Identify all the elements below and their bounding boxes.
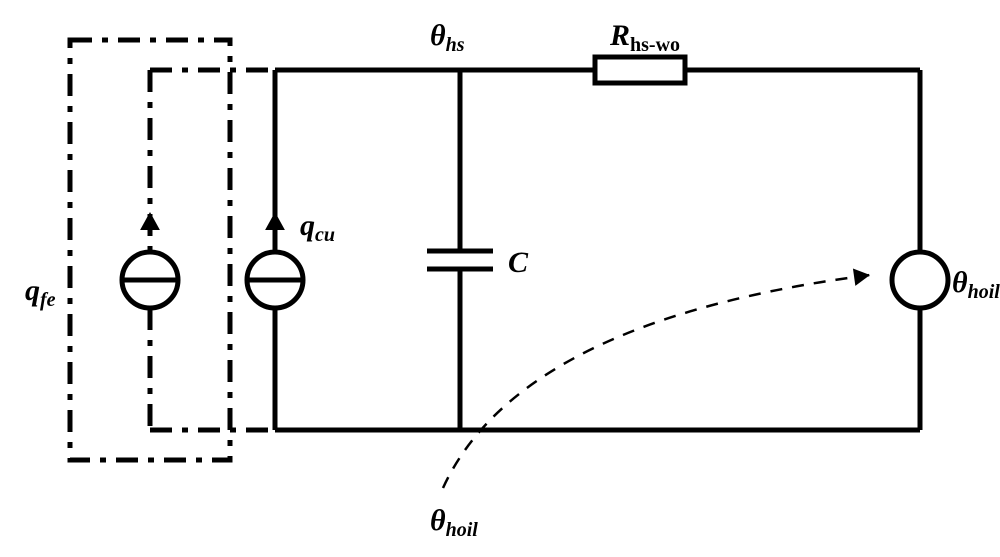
- svg-text:Rhs-wo: Rhs-wo: [609, 19, 680, 56]
- svg-text:qfe: qfe: [25, 274, 56, 311]
- svg-text:θhs: θhs: [430, 19, 465, 56]
- svg-text:θhoil: θhoil: [430, 504, 478, 541]
- svg-text:θhoil: θhoil: [952, 266, 1000, 303]
- svg-text:C: C: [508, 246, 529, 279]
- svg-text:qcu: qcu: [300, 209, 335, 246]
